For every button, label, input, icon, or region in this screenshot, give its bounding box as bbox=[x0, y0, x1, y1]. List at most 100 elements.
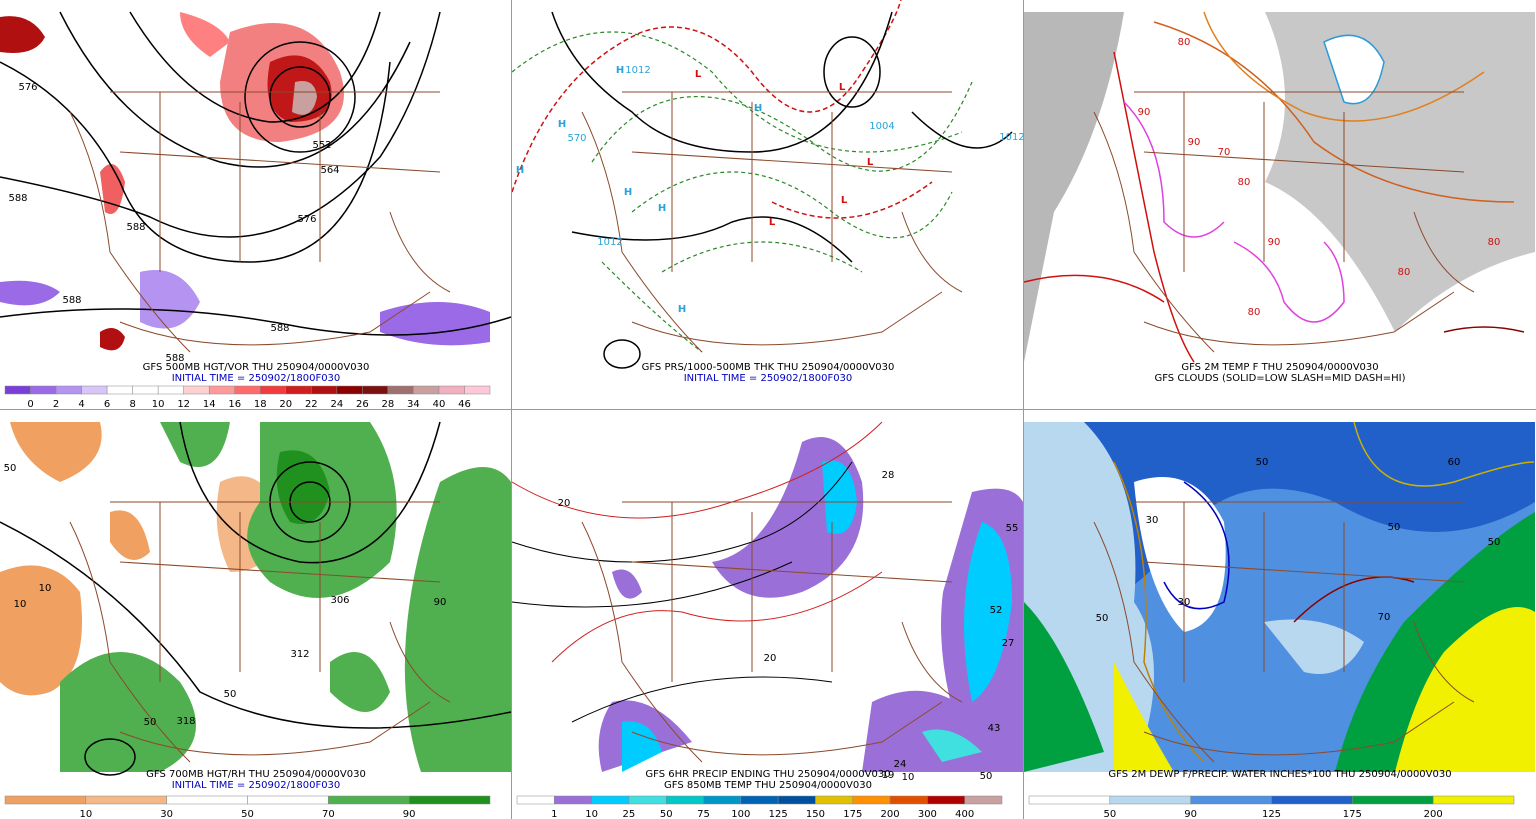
colorbar-label: 12 bbox=[177, 399, 190, 410]
map-label: 50 bbox=[224, 689, 237, 700]
caption: GFS 2M TEMP F THU 250904/0000V030 bbox=[1181, 362, 1378, 373]
caption: GFS CLOUDS (SOLID=LOW SLASH=MID DASH=HI) bbox=[1154, 373, 1405, 384]
map-label: 10 bbox=[902, 772, 915, 783]
colorbar-label: 20 bbox=[279, 399, 292, 410]
caption: INITIAL TIME = 250902/1800F030 bbox=[172, 373, 341, 384]
colorbar-label: 46 bbox=[458, 399, 471, 410]
colorbar-label: 70 bbox=[322, 809, 335, 819]
map-label: L bbox=[839, 82, 846, 93]
colorbar-label: 28 bbox=[382, 399, 395, 410]
map-label: 20 bbox=[764, 653, 777, 664]
colorbar-label: 50 bbox=[660, 809, 673, 819]
colorbar-label: 40 bbox=[433, 399, 446, 410]
colorbar-label: 100 bbox=[731, 809, 750, 819]
colorbar-swatch bbox=[516, 795, 555, 805]
map-label: 588 bbox=[126, 222, 145, 233]
colorbar-swatch bbox=[4, 795, 87, 805]
map-label: 90 bbox=[1138, 107, 1151, 118]
map-label: 30 bbox=[1146, 515, 1159, 526]
colorbar-swatch bbox=[157, 385, 184, 395]
map-label: 50 bbox=[144, 717, 157, 728]
colorbar-label: 125 bbox=[769, 809, 788, 819]
colorbar-swatch bbox=[852, 795, 891, 805]
colorbar-swatch bbox=[260, 385, 287, 395]
map-label: 80 bbox=[1248, 307, 1261, 318]
map-label: 10 bbox=[39, 583, 52, 594]
colorbar-swatch bbox=[208, 385, 235, 395]
colorbar-label: 2 bbox=[53, 399, 59, 410]
colorbar-swatch bbox=[132, 385, 159, 395]
map-label: H bbox=[624, 187, 632, 198]
map-label: 570 bbox=[567, 133, 586, 144]
colorbar-swatch bbox=[336, 385, 363, 395]
map-label: 552 bbox=[312, 140, 331, 151]
colorbar-swatch bbox=[815, 795, 854, 805]
colorbar-label: 1 bbox=[551, 809, 557, 819]
colorbar-label: 90 bbox=[403, 809, 416, 819]
colorbar-swatch bbox=[183, 385, 210, 395]
map-label: 27 bbox=[1002, 638, 1015, 649]
colorbar-label: 175 bbox=[843, 809, 862, 819]
map-label: 30 bbox=[1178, 597, 1191, 608]
colorbar-label: 200 bbox=[1424, 809, 1443, 819]
map-label: 28 bbox=[882, 470, 895, 481]
map-label: 576 bbox=[18, 82, 37, 93]
map-label: H bbox=[558, 119, 566, 130]
map-label: 588 bbox=[8, 193, 27, 204]
colorbar-swatch bbox=[234, 385, 261, 395]
map-label: H bbox=[678, 304, 686, 315]
colorbar-swatch bbox=[628, 795, 667, 805]
colorbar-swatch bbox=[927, 795, 965, 805]
colorbar-label: 50 bbox=[241, 809, 254, 819]
map-precip bbox=[511, 421, 1023, 772]
colorbar-label: 150 bbox=[806, 809, 825, 819]
caption: INITIAL TIME = 250902/1800F030 bbox=[172, 780, 341, 791]
colorbar-swatch bbox=[740, 795, 779, 805]
caption: GFS 500MB HGT/VOR THU 250904/0000V030 bbox=[143, 362, 370, 373]
colorbar-swatch bbox=[4, 385, 31, 395]
map-label: H bbox=[616, 65, 624, 76]
colorbar-swatch bbox=[166, 795, 248, 805]
map-label: 50 bbox=[1388, 522, 1401, 533]
colorbar-label: 175 bbox=[1343, 809, 1362, 819]
map-500mb bbox=[0, 11, 512, 362]
colorbar-label: 16 bbox=[228, 399, 241, 410]
map-2m-temp bbox=[1023, 11, 1535, 363]
colorbar-swatch bbox=[438, 385, 465, 395]
colorbar-swatch bbox=[703, 795, 742, 805]
colorbar-swatch bbox=[1271, 795, 1353, 805]
map-label: 1012 bbox=[999, 132, 1024, 143]
map-label: 588 bbox=[62, 295, 81, 306]
map-label: 312 bbox=[290, 649, 309, 660]
colorbar-swatch bbox=[1352, 795, 1434, 805]
map-label: 1004 bbox=[869, 121, 894, 132]
colorbar-swatch bbox=[106, 385, 133, 395]
colorbar-label: 90 bbox=[1184, 809, 1197, 819]
map-label: 50 bbox=[1256, 457, 1269, 468]
map-label: 576 bbox=[297, 214, 316, 225]
colorbar-swatch bbox=[413, 385, 440, 395]
map-label: 90 bbox=[1188, 137, 1201, 148]
colorbar-label: 200 bbox=[881, 809, 900, 819]
caption: GFS 850MB TEMP THU 250904/0000V030 bbox=[664, 780, 872, 791]
colorbar-label: 400 bbox=[955, 809, 974, 819]
map-label: 50 bbox=[1488, 537, 1501, 548]
map-label: 80 bbox=[1178, 37, 1191, 48]
colorbar-swatch bbox=[464, 385, 491, 395]
colorbar-label: 300 bbox=[918, 809, 937, 819]
map-label: 564 bbox=[320, 165, 339, 176]
map-label: 90 bbox=[434, 597, 447, 608]
map-label: 80 bbox=[1398, 267, 1411, 278]
colorbar-swatch bbox=[247, 795, 329, 805]
colorbar-label: 26 bbox=[356, 399, 369, 410]
map-label: 50 bbox=[980, 771, 993, 782]
colorbar-swatch bbox=[285, 385, 312, 395]
caption: GFS 700MB HGT/RH THU 250904/0000V030 bbox=[146, 769, 366, 780]
map-label: 1012 bbox=[625, 65, 650, 76]
colorbar-label: 10 bbox=[585, 809, 598, 819]
colorbar-swatch bbox=[85, 795, 167, 805]
map-label: H bbox=[658, 203, 666, 214]
map-label: 90 bbox=[1268, 237, 1281, 248]
